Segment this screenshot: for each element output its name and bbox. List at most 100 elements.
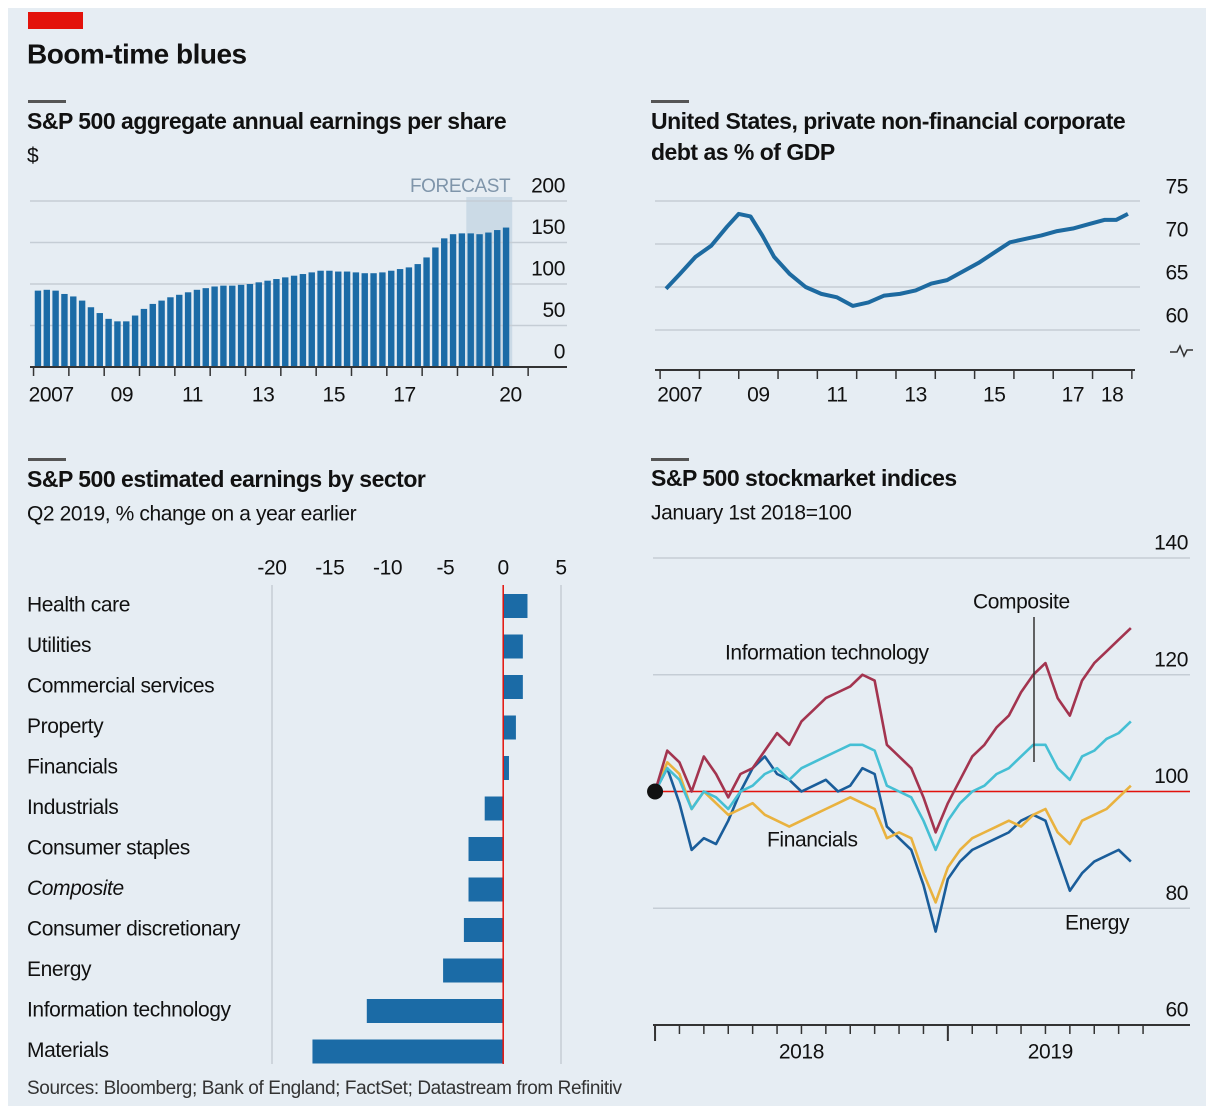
x-tick-label: 13 bbox=[252, 384, 275, 407]
bar bbox=[503, 675, 523, 699]
category-label: Property bbox=[27, 715, 104, 738]
bar bbox=[264, 280, 271, 367]
category-label: Materials bbox=[27, 1039, 109, 1062]
bar bbox=[193, 289, 201, 367]
y-tick-label: 120 bbox=[1154, 648, 1188, 671]
bar bbox=[468, 837, 504, 861]
bar bbox=[176, 294, 183, 367]
bar bbox=[211, 286, 218, 367]
x-tick-label: -10 bbox=[373, 557, 402, 580]
category-label: Health care bbox=[27, 594, 130, 617]
y-tick-label: 60 bbox=[1165, 999, 1188, 1022]
bar bbox=[502, 227, 510, 367]
bar bbox=[317, 270, 324, 367]
bar bbox=[343, 271, 351, 367]
x-tick-label: 2007 bbox=[29, 384, 74, 407]
bar bbox=[87, 307, 95, 367]
bar bbox=[131, 315, 139, 367]
bar bbox=[423, 257, 430, 367]
bar bbox=[290, 275, 298, 367]
bar bbox=[379, 272, 386, 367]
bar bbox=[43, 289, 50, 367]
bar bbox=[352, 272, 360, 367]
bar bbox=[312, 1039, 504, 1064]
category-label: Consumer staples bbox=[27, 837, 190, 860]
bar bbox=[414, 264, 421, 367]
bar bbox=[299, 274, 307, 367]
bar bbox=[282, 277, 289, 367]
bar bbox=[255, 282, 262, 367]
source: Sources: Bloomberg; Bank of England; Fac… bbox=[27, 1078, 623, 1099]
x-tick-label: 17 bbox=[1062, 384, 1085, 407]
bar bbox=[443, 958, 504, 983]
y-tick-label: 100 bbox=[1154, 765, 1188, 788]
x-tick-label: 2019 bbox=[1028, 1041, 1073, 1064]
x-tick-label: 15 bbox=[323, 384, 346, 407]
x-tick-label: 11 bbox=[827, 384, 848, 407]
background bbox=[8, 8, 1206, 1106]
category-label: Energy bbox=[27, 958, 92, 981]
bar bbox=[167, 297, 174, 367]
panel-title: S&P 500 stockmarket indices bbox=[651, 465, 957, 491]
category-label: Industrials bbox=[27, 796, 118, 819]
bar bbox=[149, 303, 156, 367]
page-title: Boom-time blues bbox=[27, 38, 247, 69]
bar bbox=[237, 284, 245, 367]
category-label: Financials bbox=[27, 756, 118, 779]
series-label: Financials bbox=[767, 829, 858, 852]
x-tick-label: -15 bbox=[315, 557, 344, 580]
category-label: Consumer discretionary bbox=[27, 918, 241, 941]
bar bbox=[388, 270, 395, 367]
bar bbox=[246, 284, 254, 367]
series-label: Composite bbox=[973, 591, 1070, 614]
title-rule bbox=[28, 458, 66, 461]
x-tick-label: 18 bbox=[1101, 384, 1124, 407]
bar bbox=[449, 234, 457, 367]
x-tick-label: 17 bbox=[393, 384, 416, 407]
bar bbox=[361, 273, 368, 367]
series-line bbox=[653, 761, 1132, 904]
bar bbox=[308, 272, 315, 367]
panel-title: S&P 500 estimated earnings by sector bbox=[27, 466, 426, 492]
x-tick-label: 11 bbox=[182, 384, 203, 407]
bar bbox=[503, 594, 528, 618]
category-label: Information technology bbox=[27, 999, 232, 1022]
bar bbox=[34, 290, 42, 367]
x-tick-label: -5 bbox=[436, 557, 454, 580]
x-tick-label: 5 bbox=[555, 557, 566, 580]
category-label: Commercial services bbox=[27, 675, 214, 698]
x-tick-label: 2018 bbox=[779, 1041, 824, 1064]
bar bbox=[484, 796, 504, 821]
panel-title: United States, private non-financial cor… bbox=[651, 108, 1125, 165]
bar bbox=[366, 999, 504, 1023]
y-tick-label: 140 bbox=[1154, 532, 1188, 555]
x-tick-label: 13 bbox=[904, 384, 927, 407]
x-tick-label: -20 bbox=[257, 557, 286, 580]
start-marker bbox=[647, 783, 664, 800]
category-label: Utilities bbox=[27, 634, 91, 657]
bar bbox=[140, 308, 148, 367]
bar bbox=[184, 292, 192, 367]
forecast-label: FORECAST bbox=[410, 176, 511, 197]
y-tick-label: 100 bbox=[531, 258, 565, 281]
y-tick-label: 60 bbox=[1165, 305, 1188, 328]
bar bbox=[52, 290, 59, 367]
bar bbox=[503, 634, 523, 659]
bar bbox=[158, 300, 165, 367]
bar bbox=[70, 296, 77, 367]
y-tick-label: 200 bbox=[531, 175, 565, 198]
bar bbox=[503, 715, 516, 740]
bar bbox=[405, 267, 413, 367]
y-tick-label: 70 bbox=[1165, 219, 1188, 242]
x-tick-label: 0 bbox=[498, 557, 509, 580]
series-line bbox=[653, 755, 1132, 933]
bar bbox=[458, 233, 466, 367]
y-tick-label: 80 bbox=[1165, 882, 1188, 905]
bar bbox=[96, 313, 103, 367]
title-rule bbox=[651, 100, 689, 103]
panel-title: S&P 500 aggregate annual earnings per sh… bbox=[27, 108, 506, 134]
series-line bbox=[653, 627, 1132, 834]
bar bbox=[494, 230, 501, 367]
y-tick-label: 50 bbox=[542, 299, 565, 322]
